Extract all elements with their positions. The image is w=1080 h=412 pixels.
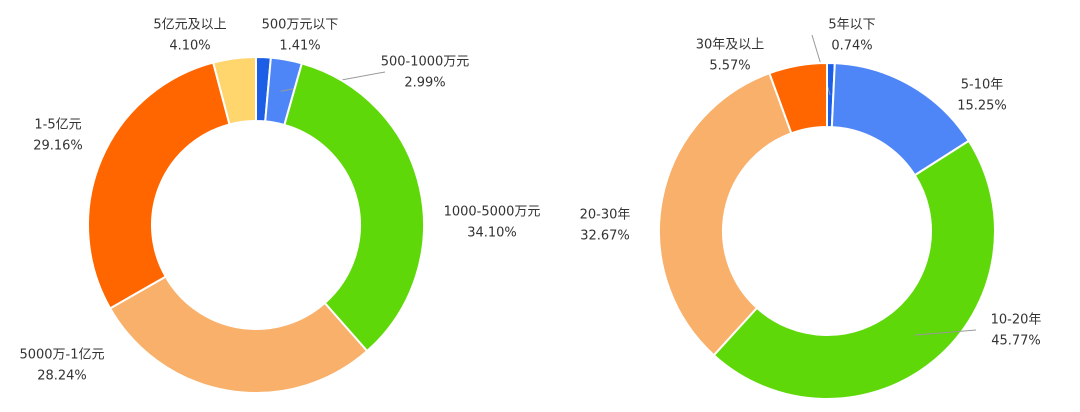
donut-slice [768,61,828,135]
slice-label: 20-30年 [580,208,631,223]
slice-value: 1.41% [279,39,320,54]
slice-label: 500万元以下 [262,18,339,33]
slice-label: 5-10年 [961,78,1004,93]
slice-value: 28.24% [37,369,87,384]
slice-value: 0.74% [831,39,872,54]
donut-slice [108,275,369,394]
donut-slice [283,62,425,353]
slice-label: 5000万-1亿元 [19,348,104,363]
slice-label: 10-20年 [991,313,1042,328]
slice-label: 1-5亿元 [34,118,81,133]
slice-value: 34.10% [467,226,517,241]
slice-value: 32.67% [580,229,630,244]
slice-label: 1000-5000万元 [444,205,541,220]
slice-value: 4.10% [169,39,210,54]
slice-value: 2.99% [404,76,445,91]
slice-value: 5.57% [709,59,750,74]
donut-slice [658,71,793,357]
slice-value: 45.77% [991,334,1041,349]
slice-label: 5亿元及以上 [153,18,226,33]
slice-label: 500-1000万元 [381,55,470,70]
slice-value: 15.25% [957,99,1007,114]
leader-line [914,329,977,336]
slice-label: 30年及以上 [696,38,765,53]
donut-slice [211,55,257,126]
slice-value: 29.16% [33,139,83,154]
donut-slice [87,61,231,310]
donut-slice [712,139,996,400]
slice-label: 5年以下 [828,18,875,33]
